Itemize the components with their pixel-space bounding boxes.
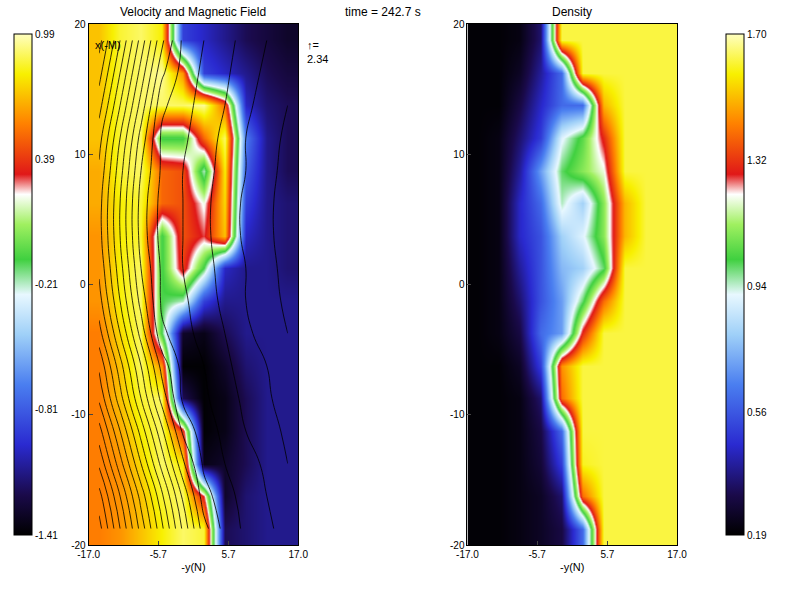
svg-text:17.0: 17.0 (667, 549, 687, 560)
svg-text:0.99: 0.99 (35, 29, 55, 40)
svg-text:↑=2.34: ↑=2.34 (307, 39, 328, 65)
svg-text:-17.0: -17.0 (77, 549, 100, 560)
svg-text:Velocity and Magnetic Field: Velocity and Magnetic Field (120, 5, 266, 19)
svg-text:-20: -20 (71, 540, 86, 551)
svg-text:x(-M): x(-M) (95, 39, 121, 51)
svg-text:-17.0: -17.0 (456, 549, 479, 560)
svg-text:0.39: 0.39 (35, 154, 55, 165)
svg-text:-10: -10 (71, 409, 86, 420)
svg-text:17.0: 17.0 (288, 549, 308, 560)
svg-text:-y(N): -y(N) (181, 561, 205, 573)
svg-text:0.56: 0.56 (747, 407, 767, 418)
svg-text:0: 0 (80, 279, 86, 290)
svg-text:-10: -10 (450, 409, 465, 420)
svg-text:-1.41: -1.41 (35, 530, 58, 541)
svg-text:10: 10 (453, 149, 465, 160)
svg-text:20: 20 (75, 19, 87, 30)
svg-text:time = 242.7 s: time = 242.7 s (345, 5, 421, 19)
svg-text:-0.81: -0.81 (35, 404, 58, 415)
svg-text:-20: -20 (450, 540, 465, 551)
svg-text:0.19: 0.19 (747, 530, 767, 541)
svg-text:5.7: 5.7 (600, 549, 614, 560)
svg-text:10: 10 (75, 149, 87, 160)
svg-text:1.32: 1.32 (747, 155, 767, 166)
svg-text:-0.21: -0.21 (35, 279, 58, 290)
svg-text:5.7: 5.7 (222, 549, 236, 560)
svg-text:1.70: 1.70 (747, 29, 767, 40)
svg-text:0.94: 0.94 (747, 281, 767, 292)
svg-text:Density: Density (552, 5, 592, 19)
svg-text:0: 0 (459, 279, 465, 290)
svg-text:20: 20 (453, 19, 465, 30)
svg-text:-5.7: -5.7 (150, 549, 168, 560)
svg-text:-5.7: -5.7 (529, 549, 547, 560)
svg-text:-y(N): -y(N) (560, 561, 584, 573)
